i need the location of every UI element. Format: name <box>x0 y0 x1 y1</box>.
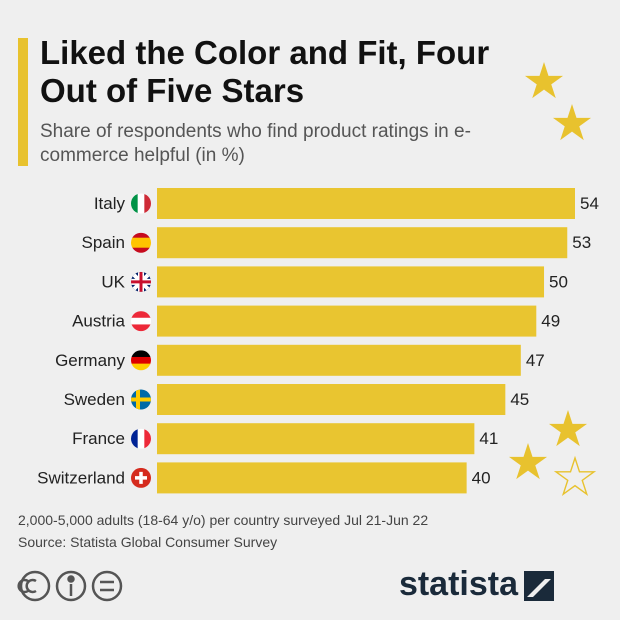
value-label: 53 <box>572 233 591 252</box>
flag <box>131 428 151 449</box>
category-label: Germany <box>55 351 125 370</box>
value-label: 41 <box>479 429 498 448</box>
bar <box>157 188 575 219</box>
license-icons <box>17 570 123 602</box>
category-label: France <box>72 429 125 448</box>
chart-title: Liked the Color and Fit, Four Out of Fiv… <box>40 34 490 109</box>
star <box>552 104 592 141</box>
value-label: 54 <box>580 194 599 213</box>
cc-icon <box>19 570 51 602</box>
note: 2,000-5,000 adults (18-64 y/o) per count… <box>18 512 429 528</box>
value-label: 47 <box>526 351 545 370</box>
flag-stripe <box>131 350 151 358</box>
bar <box>157 423 475 455</box>
flag-stripe <box>137 193 145 214</box>
nd-icon <box>91 570 123 602</box>
source: Source: Statista Global Consumer Survey <box>18 534 278 550</box>
flag-stripe <box>131 311 151 319</box>
bar <box>157 305 537 337</box>
category-label: Spain <box>82 233 125 252</box>
by-icon <box>55 570 87 602</box>
flag <box>131 311 151 332</box>
flag <box>131 271 151 292</box>
value-label: 40 <box>472 468 491 487</box>
flag <box>131 232 151 253</box>
flag-stripe <box>131 237 151 244</box>
flag-stripe <box>137 428 145 449</box>
by-head <box>67 575 75 583</box>
flag-cross <box>131 389 151 410</box>
bar <box>157 462 467 494</box>
category-label: Switzerland <box>37 468 125 487</box>
stars <box>508 62 597 497</box>
logo-slash <box>527 579 551 597</box>
flag-stripe <box>144 193 151 214</box>
flag-stripe <box>131 193 139 214</box>
flag-stripe <box>144 428 151 449</box>
logo-mark <box>524 571 554 601</box>
bar <box>157 266 545 298</box>
star <box>524 62 564 99</box>
flag <box>131 350 151 371</box>
category-label: UK <box>101 272 125 291</box>
bar <box>157 227 568 259</box>
value-label: 50 <box>549 272 568 291</box>
flag-stripe <box>131 247 151 253</box>
flag-stripe <box>131 356 151 365</box>
flag-cross <box>135 471 147 484</box>
value-label: 45 <box>510 390 529 409</box>
category-label: Italy <box>94 194 126 213</box>
bar <box>157 384 506 415</box>
flag-stripe <box>131 232 151 239</box>
cc-letters <box>17 578 37 594</box>
chart-subtitle: Share of respondents who find product ra… <box>40 121 471 166</box>
logo-text: statista <box>399 565 519 603</box>
flag <box>131 193 151 214</box>
bar <box>157 344 521 376</box>
flag-stripe <box>131 324 151 332</box>
star-outline <box>553 455 597 497</box>
value-label: 49 <box>541 312 560 331</box>
flag-stripe <box>131 428 139 449</box>
flag-stripe <box>131 242 151 249</box>
category-label: Austria <box>72 312 125 331</box>
star <box>548 410 588 447</box>
flag <box>131 389 151 410</box>
flag-stripe <box>131 363 151 371</box>
category-label: Sweden <box>64 390 125 409</box>
accent-bar <box>18 38 28 166</box>
flag <box>131 467 151 488</box>
flag-stripe <box>131 317 151 325</box>
star <box>508 443 548 480</box>
flag-cross <box>131 271 151 292</box>
